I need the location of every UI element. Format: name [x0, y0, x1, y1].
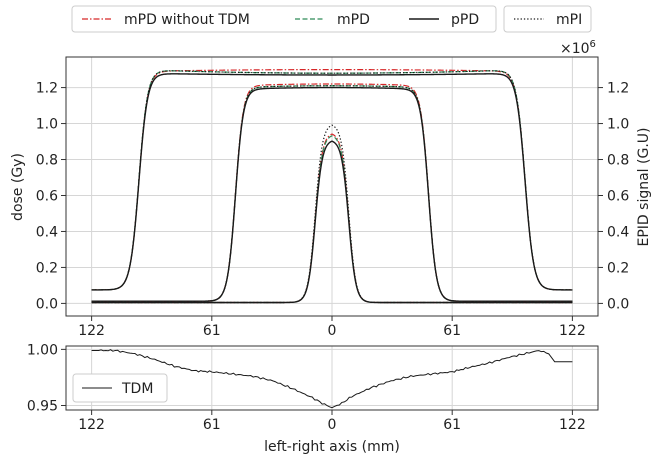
y-axis-label-right: EPID signal (G.U)	[636, 128, 652, 247]
x-ticks-top: 122 61 0 61 122	[78, 316, 586, 339]
x-tick-label: 0	[328, 417, 337, 433]
y-tick-label: 0.6	[36, 188, 58, 204]
y2-tick-label: 1.0	[607, 117, 629, 133]
x-tick-label: 0	[328, 323, 337, 339]
y-axis-label-left: dose (Gy)	[10, 153, 26, 221]
y2-tick-label: 0.4	[607, 224, 629, 240]
legend-label-mpd: mPD	[337, 12, 370, 28]
y-tick-label: 1.00	[27, 342, 58, 358]
x-axis-label: left-right axis (mm)	[264, 439, 400, 455]
series-line-mpd-medium	[91, 85, 573, 302]
tdm-panel: 122 61 0 61 122 0.95 1.00 left-right axis (mm…	[27, 342, 599, 455]
legend-box-mpi	[503, 5, 592, 33]
series-line-mpi-medium	[91, 85, 573, 302]
x-tick-label: 61	[203, 323, 221, 339]
series-line-mpd-large	[91, 70, 573, 291]
y2-tick-label: 0.8	[607, 153, 629, 169]
y2-multiplier-exponent: 6	[590, 39, 596, 50]
legend-tdm: TDM	[72, 373, 168, 403]
y-tick-label: 0.4	[36, 224, 58, 240]
legend-label-mpi: mPI	[556, 12, 582, 28]
legend-box-tdm	[72, 373, 168, 403]
y-tick-label: 0.8	[36, 153, 58, 169]
legend-label-ppd: pPD	[451, 12, 479, 28]
legend-label-mpd-without-tdm: mPD without TDM	[124, 12, 250, 28]
series-line-ppd-large	[91, 73, 573, 291]
x-ticks-bottom: 122 61 0 61 122	[78, 410, 586, 433]
y2-tick-label: 0.6	[607, 188, 629, 204]
x-tick-label: 61	[443, 417, 461, 433]
y2-tick-label: 0.0	[607, 296, 629, 312]
y-ticks-right: 0.0 0.2 0.4 0.6 0.8 1.0 1.2	[598, 81, 629, 312]
y2-multiplier: ×106	[560, 39, 596, 57]
y-tick-label: 1.2	[36, 81, 58, 97]
x-tick-label: 122	[78, 417, 105, 433]
dose-profile-panel: 122 61 0 61 122 0.0 0.2 0.4 0.6 0.8 1.0 1.2 0.0 0.2…	[10, 39, 652, 339]
series-line-mpd-without-tdm-medium	[91, 83, 573, 302]
legend: mPD without TDM mPD pPD mPI	[71, 5, 592, 33]
series-line-mpi-small	[91, 124, 573, 304]
x-tick-label: 61	[443, 323, 461, 339]
y-tick-label: 0.0	[36, 296, 58, 312]
tdm-curve	[91, 349, 573, 409]
series-line-tdm	[91, 349, 573, 409]
x-tick-label: 61	[203, 417, 221, 433]
dose-profiles	[91, 68, 573, 304]
grid-top	[66, 57, 598, 316]
y-tick-label: 0.95	[27, 399, 58, 415]
y-ticks-bottom: 0.95 1.00	[27, 342, 66, 415]
y2-multiplier-base: ×10	[560, 41, 590, 57]
x-tick-label: 122	[559, 323, 586, 339]
series-line-mpi-large	[91, 70, 573, 291]
y2-tick-label: 0.2	[607, 260, 629, 276]
y-tick-label: 1.0	[36, 117, 58, 133]
grid-bottom	[66, 346, 598, 410]
x-tick-label: 122	[78, 323, 105, 339]
y-ticks-left: 0.0 0.2 0.4 0.6 0.8 1.0 1.2	[36, 81, 66, 312]
y2-tick-label: 1.2	[607, 81, 629, 97]
y-tick-label: 0.2	[36, 260, 58, 276]
x-tick-label: 122	[559, 417, 586, 433]
legend-label-tdm: TDM	[121, 381, 153, 397]
legend-box-main	[71, 5, 497, 33]
